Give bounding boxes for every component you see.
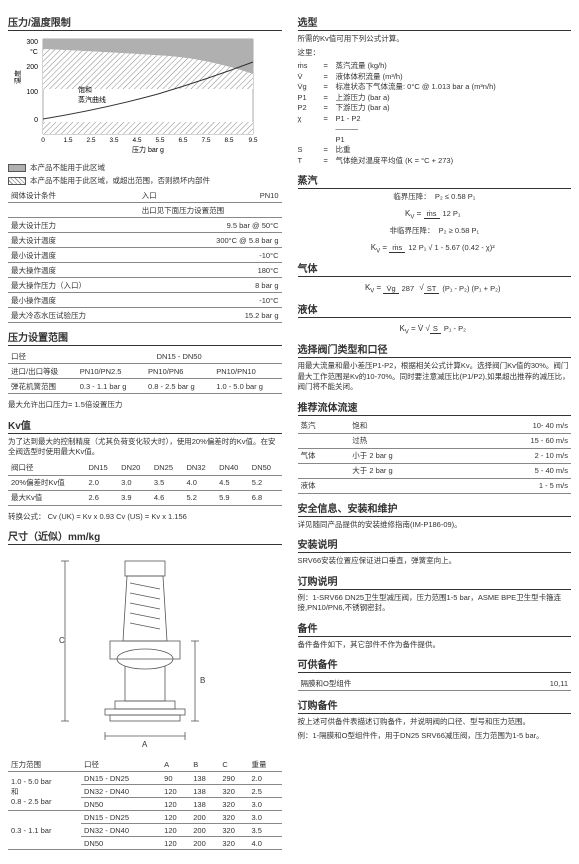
svg-text:°C: °C: [30, 48, 38, 56]
select2-title: 选择阀门类型和口径: [298, 341, 572, 358]
dims-title: 尺寸（近似）mm/kg: [8, 528, 282, 545]
steam-limit1: 临界压降： P₂ ≤ 0.58 P₁: [298, 192, 572, 203]
order-text: 例：1-SRV66 DN25卫生型减压阀，压力范围1-5 bar，ASME BP…: [298, 593, 572, 614]
svg-text:饱和: 饱和: [78, 85, 92, 94]
svg-text:B: B: [200, 676, 205, 685]
where-label: 这里：: [298, 48, 572, 59]
svg-text:A: A: [142, 740, 148, 749]
legend-hatch: 本产品不能用于此区域，或超出范围，否则损坏内部件: [8, 175, 282, 186]
left-column: 压力/温度限制 300 200 100 0 温度 °C 0 1.5 2.5 3.…: [8, 8, 282, 856]
velocity-title: 推荐流体流速: [298, 399, 572, 416]
svg-text:8.5: 8.5: [224, 137, 233, 144]
design-conditions-table: 阀体设计条件入口PN10 出口见下面压力设置范围 最大设计压力9.5 bar @…: [8, 188, 282, 323]
pressure-range-title: 压力设置范围: [8, 329, 282, 346]
kv-table: 阀口径DN15DN20DN25DN32DN40DN50 20%偏差时Kv值2.0…: [8, 461, 282, 506]
select2-text: 用最大流量和最小差压P1-P2，根据相关公式计算Kv。选择阀门Kv值的30%。阀…: [298, 361, 572, 393]
dims-table: 压力范围口径ABC重量 1.0 - 5.0 bar 和 0.8 - 2.5 ba…: [8, 757, 282, 850]
pressure-range-table: 口径DN15 - DN50 进口/出口等级PN10/PN2.5PN10/PN6P…: [8, 349, 282, 394]
right-column: 选型 所需的Kv值可用下列公式计算。 这里： ṁs=蒸汽流量 (kg/h)V̇=…: [298, 8, 572, 856]
steam-title: 蒸汽: [298, 172, 572, 189]
svg-text:9.5: 9.5: [248, 137, 257, 144]
velocity-table: 蒸汽饱和10- 40 m/s过热15 - 60 m/s气体小于 2 bar g2…: [298, 419, 572, 494]
svg-text:压力 bar g: 压力 bar g: [132, 145, 164, 154]
svg-text:C: C: [59, 636, 65, 645]
liquid-title: 液体: [298, 301, 572, 318]
avail-title: 可供备件: [298, 656, 572, 673]
gas-formula: KV = V̇g287 √ST(P₁ - P₂) (P₁ + P₂): [298, 283, 572, 295]
svg-text:100: 100: [26, 89, 38, 96]
order2-text2: 例：1-隔膜和O型组件件，用于DN25 SRV66减压阀，压力范围为1-5 ba…: [298, 731, 572, 742]
kv-intro: 为了达到最大的控制精度（尤其负荷变化较大时），使用20%偏差时的Kv值。在安全阀…: [8, 437, 282, 458]
gas-title: 气体: [298, 260, 572, 277]
prange-note: 最大允许出口压力= 1.5倍设置压力: [8, 400, 282, 411]
install-title: 安装说明: [298, 536, 572, 553]
liquid-formula: KV = V̇ √SP₁ - P₂: [298, 324, 572, 336]
selection-intro: 所需的Kv值可用下列公式计算。: [298, 34, 572, 45]
steam-formula1: KV = ṁs12 P₁: [298, 209, 572, 221]
svg-text:3.5: 3.5: [109, 137, 118, 144]
safety-text: 详见随同产品提供的安装维修指南(IM-P186-09)。: [298, 520, 572, 531]
spare-text: 备件备件如下，其它部件不作为备件提供。: [298, 640, 572, 651]
avail-table: 隔膜和O型组件10,11: [298, 676, 572, 691]
legend-solid: 本产品不能用于此区域: [8, 162, 282, 173]
valve-drawing: C B A: [55, 551, 235, 751]
order-title: 订购说明: [298, 573, 572, 590]
svg-text:0: 0: [34, 117, 38, 124]
svg-text:2.5: 2.5: [86, 137, 95, 144]
svg-text:300: 300: [26, 39, 38, 46]
order2-title: 订购备件: [298, 697, 572, 714]
svg-text:4.5: 4.5: [132, 137, 141, 144]
spare-title: 备件: [298, 620, 572, 637]
svg-text:200: 200: [26, 64, 38, 71]
kv-title: Kv值: [8, 417, 282, 434]
svg-text:蒸汽曲线: 蒸汽曲线: [78, 95, 106, 104]
svg-text:7.5: 7.5: [201, 137, 210, 144]
svg-text:5.5: 5.5: [155, 137, 164, 144]
svg-text:0: 0: [41, 137, 45, 144]
definitions: ṁs=蒸汽流量 (kg/h)V̇=液体体积流量 (m³/h)V̇g=标准状态下气…: [298, 61, 572, 166]
selection-title: 选型: [298, 14, 572, 31]
chart-title: 压力/温度限制: [8, 14, 282, 31]
steam-formula2: KV = ṁs12 P₁ √ 1 - 5.67 (0.42 - χ)²: [298, 243, 572, 255]
svg-text:6.5: 6.5: [178, 137, 187, 144]
svg-text:温度: 温度: [13, 70, 22, 84]
pressure-temp-chart: 300 200 100 0 温度 °C 0 1.5 2.5 3.5 4.5 5.…: [8, 34, 268, 154]
install-text: SRV66安装位置应保证进口垂直，弹簧室向上。: [298, 556, 572, 567]
safety-title: 安全信息、安装和维护: [298, 500, 572, 517]
steam-limit2: 非临界压降： P₂ ≥ 0.58 P₁: [298, 226, 572, 237]
svg-text:1.5: 1.5: [63, 137, 72, 144]
kv-conv: 转换公式： Cv (UK) = Kv x 0.93 Cv (US) = Kv x…: [8, 512, 282, 523]
order2-text: 按上述可供备件表描述订购备件，并说明阀的口径、型号和压力范围。: [298, 717, 572, 728]
